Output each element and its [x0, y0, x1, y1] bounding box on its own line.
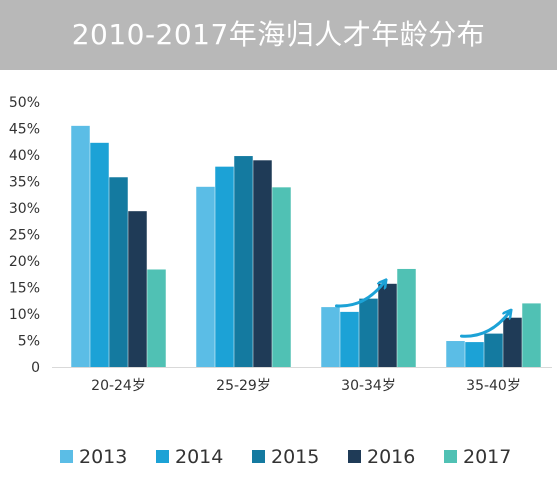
- y-tick-label: 25%: [9, 228, 40, 244]
- trend-arrow: [335, 282, 385, 308]
- legend-swatch-2016: [348, 450, 361, 463]
- legend-label-2015: 2015: [271, 446, 319, 468]
- bars: [71, 125, 541, 367]
- bar-2016-1: [253, 160, 272, 367]
- legend-label-2014: 2014: [175, 446, 223, 468]
- y-tick-label: 5%: [18, 334, 40, 350]
- bar-2016-0: [128, 211, 147, 367]
- chart-title: 2010-2017年海归人才年龄分布: [71, 18, 486, 51]
- bar-2016-2: [378, 283, 397, 367]
- bar-2014-3: [465, 342, 484, 367]
- y-tick-label: 30%: [9, 201, 40, 217]
- x-tick-label: 30-34岁: [341, 378, 396, 394]
- bar-2015-3: [484, 333, 503, 367]
- bar-2013-1: [196, 186, 215, 367]
- bar-2016-3: [503, 317, 522, 367]
- y-tick-label: 50%: [9, 95, 40, 111]
- annotations: [335, 282, 510, 338]
- bar-2014-1: [215, 166, 234, 367]
- chart-header: 2010-2017年海归人才年龄分布: [0, 0, 557, 70]
- x-axis: 20-24岁 25-29岁 30-34岁 35-40岁: [52, 367, 552, 394]
- legend-swatch-2014: [156, 450, 169, 463]
- y-tick-label: 0: [31, 360, 40, 376]
- bar-2017-3: [522, 303, 541, 367]
- bar-2013-0: [71, 125, 90, 367]
- bar-2017-1: [272, 187, 291, 367]
- legend-swatch-2015: [252, 450, 265, 463]
- bar-2014-0: [90, 142, 109, 367]
- bar-2017-2: [397, 268, 416, 367]
- legend-label-2013: 2013: [79, 446, 127, 468]
- y-axis: 0 5% 10% 15% 20% 25% 30% 35% 40% 45% 50%: [9, 95, 40, 376]
- bar-2013-2: [321, 307, 340, 367]
- legend: 2013 2014 2015 2016 2017: [60, 446, 511, 468]
- bar-2015-1: [234, 156, 253, 367]
- y-tick-label: 20%: [9, 254, 40, 270]
- bar-2014-2: [340, 311, 359, 367]
- bar-2013-3: [446, 341, 465, 367]
- x-tick-label: 25-29岁: [216, 378, 271, 394]
- bar-2015-2: [359, 298, 378, 367]
- y-tick-label: 45%: [9, 122, 40, 138]
- y-tick-label: 40%: [9, 148, 40, 164]
- bar-2017-0: [147, 269, 166, 367]
- y-tick-label: 10%: [9, 307, 40, 323]
- x-tick-label: 20-24岁: [91, 378, 146, 394]
- y-tick-label: 15%: [9, 281, 40, 297]
- bar-2015-0: [109, 177, 128, 367]
- legend-label-2017: 2017: [463, 446, 511, 468]
- trend-arrow: [460, 312, 510, 338]
- legend-label-2016: 2016: [367, 446, 415, 468]
- legend-swatch-2017: [444, 450, 457, 463]
- legend-swatch-2013: [60, 450, 73, 463]
- x-tick-label: 35-40岁: [466, 378, 521, 394]
- y-tick-label: 35%: [9, 175, 40, 191]
